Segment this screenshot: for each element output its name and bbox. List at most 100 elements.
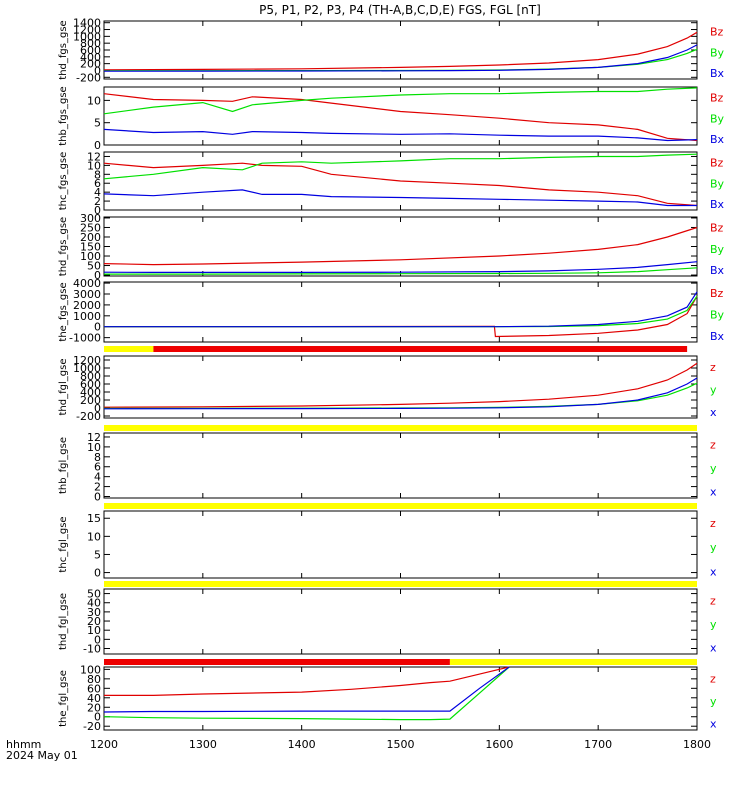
y-tick-label: 2	[94, 481, 101, 494]
series-line-z	[103, 162, 698, 207]
y-tick-label: 800	[80, 37, 101, 50]
panel-frame	[103, 432, 698, 499]
y-tick-label: 200	[80, 58, 101, 71]
y-tick-label: 5	[94, 117, 101, 130]
y-tick-label: 1200	[73, 24, 101, 37]
y-tick-label: 2000	[73, 299, 101, 312]
legend-z: Bz	[710, 287, 724, 300]
panel-ylabel: the_fgs_gse	[58, 282, 69, 341]
panel-ylabel: thd_fgl_gse	[58, 593, 69, 650]
series-line-x	[103, 261, 698, 273]
legend-y: y	[710, 695, 717, 708]
y-tick-label: 600	[80, 44, 101, 57]
y-tick-label: 0	[94, 491, 101, 504]
panel-ylabel: thd_fgs_gse	[58, 20, 69, 79]
panel-ylabel: thc_fgl_gse	[58, 516, 69, 572]
legend-x: Bx	[710, 264, 725, 277]
x-tick-label-1600: 1600	[485, 738, 513, 751]
series-line-y	[103, 87, 698, 115]
series-line-x	[103, 189, 697, 207]
series-line-x	[103, 666, 510, 713]
x-tick-label-1300: 1300	[189, 738, 217, 751]
y-tick-label: 4	[94, 186, 101, 199]
y-tick-label: 2	[94, 195, 101, 208]
legend-z: Bz	[710, 222, 724, 235]
series-line-z	[103, 226, 698, 266]
y-tick-label: 0	[94, 139, 101, 152]
legend-y: y	[710, 462, 717, 475]
y-tick-label: 12	[87, 431, 101, 444]
y-tick-label: 150	[80, 241, 101, 254]
series-line-y	[103, 153, 698, 180]
series-line-z	[103, 31, 698, 71]
y-tick-label: 800	[80, 370, 101, 383]
y-tick-label: 1000	[73, 362, 101, 375]
panel-8: thc_fgl_gse 0 5 10 15 zyx	[58, 510, 717, 580]
legend-y: y	[710, 541, 717, 554]
series-line-y	[104, 267, 698, 275]
time-axis: hhmm 2024 May 01 1200 1300 1400 1500 1600 170…	[6, 738, 711, 762]
quality-flag-bars	[104, 346, 697, 665]
legend-x: x	[710, 718, 717, 731]
y-tick-label: -200	[76, 410, 101, 423]
x-tick-label-1400: 1400	[288, 738, 316, 751]
y-tick-label: 60	[87, 682, 101, 695]
flag-bar-3-segment-1	[104, 503, 697, 509]
y-tick-label: 200	[80, 231, 101, 244]
y-tick-label: 20	[87, 615, 101, 628]
y-tick-label: -200	[76, 71, 101, 84]
legend-y: y	[710, 383, 717, 396]
y-tick-label: -1000	[69, 332, 101, 345]
legend-z: Bz	[710, 91, 724, 104]
chart-title: P5, P1, P2, P3, P4 (TH-A,B,C,D,E) FGS, F…	[259, 3, 541, 17]
y-tick-label: 10	[87, 159, 101, 172]
y-tick-label: 200	[80, 394, 101, 407]
y-tick-label: 250	[80, 221, 101, 234]
y-tick-label: 80	[87, 673, 101, 686]
x-tick-label-1800: 1800	[683, 738, 711, 751]
y-tick-label: 600	[80, 378, 101, 391]
series-line-y	[104, 295, 698, 328]
flag-bar-1-segment-2	[153, 346, 688, 352]
date-label: 2024 May 01	[6, 749, 78, 762]
panel-ylabel: thd_fgl_gse	[58, 359, 69, 416]
y-tick-label: 0	[94, 269, 101, 282]
legend-z: Bz	[710, 156, 724, 169]
y-tick-label: 0	[94, 711, 101, 724]
y-tick-label: 15	[87, 512, 101, 525]
y-tick-label: 0	[94, 204, 101, 217]
legend-x: Bx	[710, 133, 725, 146]
legend-z: z	[710, 595, 716, 608]
y-tick-label: -20	[83, 720, 101, 733]
y-tick-label: 20	[87, 701, 101, 714]
series-line-z	[104, 295, 698, 338]
panels: thd_fgs_gse -2000200400600800100012001400…	[58, 17, 725, 734]
y-tick-label: 0	[94, 402, 101, 415]
y-tick-label: 12	[87, 150, 101, 163]
y-tick-label: 10	[87, 624, 101, 637]
y-tick-label: -10	[83, 643, 101, 656]
panel-frame	[103, 510, 698, 579]
y-tick-label: 4000	[73, 277, 101, 290]
legend-y: By	[710, 308, 725, 321]
y-tick-label: 8	[94, 451, 101, 464]
panel-frame	[103, 588, 698, 655]
legend-x: Bx	[710, 330, 725, 343]
panel-ylabel: thd_fgs_gse	[58, 217, 69, 276]
legend-y: By	[710, 46, 725, 59]
y-tick-label: 0	[94, 633, 101, 646]
panel-2: thb_fgs_gse 0 5 10 Bz By Bx	[58, 86, 725, 152]
y-tick-label: 100	[80, 250, 101, 263]
panel-1: thd_fgs_gse -2000200400600800100012001400…	[58, 17, 725, 85]
y-tick-label: 10	[87, 94, 101, 107]
legend-z: z	[710, 439, 716, 452]
series-line-z	[103, 362, 698, 408]
legend-x: x	[710, 642, 717, 655]
